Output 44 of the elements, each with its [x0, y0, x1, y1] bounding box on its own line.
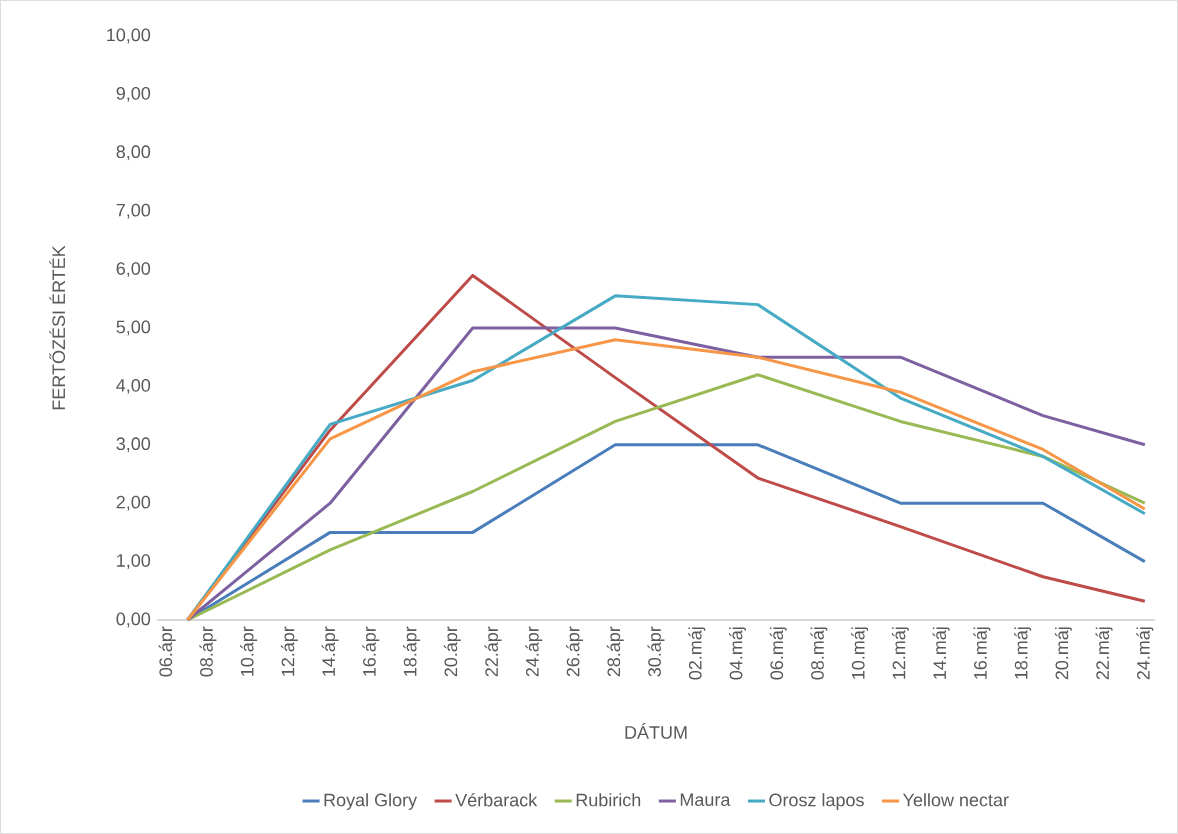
- y-tick-label: 4,00: [116, 378, 151, 394]
- x-tick-label: 10.máj: [851, 627, 869, 679]
- y-tick-label: 9,00: [116, 86, 151, 102]
- x-tick-label: 30.ápr: [647, 626, 665, 677]
- legend-label: Rubirich: [576, 793, 641, 807]
- x-tick-label: 16.ápr: [362, 626, 380, 676]
- legend-label: Royal Glory: [324, 793, 418, 810]
- x-tick-label: 08.máj: [810, 627, 828, 680]
- x-tick-label: 18.máj: [1014, 627, 1032, 679]
- x-tick-label: 12.máj: [891, 627, 909, 679]
- x-tick-label: 12.ápr: [280, 626, 298, 676]
- x-tick-label: 10.ápr: [240, 626, 258, 676]
- x-axis-title: DÁTUM: [625, 723, 687, 739]
- y-tick-label: 5,00: [116, 320, 151, 336]
- x-tick-label: 02.máj: [688, 627, 706, 680]
- x-tick-label: 14.ápr: [321, 626, 339, 676]
- x-tick-label: 22.ápr: [484, 626, 502, 677]
- y-tick-label: 1,00: [117, 554, 151, 570]
- x-tick-label: 26.ápr: [566, 626, 584, 677]
- y-tick-label: 6,00: [116, 262, 151, 278]
- y-tick-label: 8,00: [116, 145, 151, 161]
- y-tick-label: 7,00: [116, 203, 151, 219]
- y-axis-title: FERTŐZÉSI ÉRTÉK: [49, 245, 66, 410]
- x-tick-label: 28.ápr: [606, 626, 624, 677]
- y-tick-label: 2,00: [116, 495, 151, 511]
- x-tick-label: 24.ápr: [525, 626, 543, 677]
- legend-label: Yellow nectar: [902, 793, 1009, 807]
- legend-label: Vérbarack: [455, 793, 538, 807]
- legend-label: Orosz lapos: [769, 793, 864, 810]
- legend-label: Maura: [680, 793, 731, 807]
- x-tick-label: 04.máj: [728, 627, 746, 680]
- x-tick-label: 22.máj: [1095, 627, 1113, 680]
- x-tick-label: 24.máj: [1136, 627, 1154, 680]
- y-tick-label: 10,00: [107, 28, 151, 44]
- y-tick-label: 3,00: [116, 437, 151, 453]
- x-tick-label: 06.ápr: [158, 626, 176, 677]
- x-tick-label: 08.ápr: [199, 626, 217, 677]
- x-tick-label: 16.máj: [973, 627, 991, 679]
- y-tick-label: 0,00: [116, 612, 151, 628]
- x-tick-label: 14.máj: [932, 627, 950, 679]
- x-tick-label: 18.ápr: [403, 626, 421, 676]
- x-tick-label: 20.máj: [1054, 627, 1072, 680]
- x-tick-label: 06.máj: [769, 627, 787, 680]
- x-tick-label: 20.ápr: [443, 626, 461, 677]
